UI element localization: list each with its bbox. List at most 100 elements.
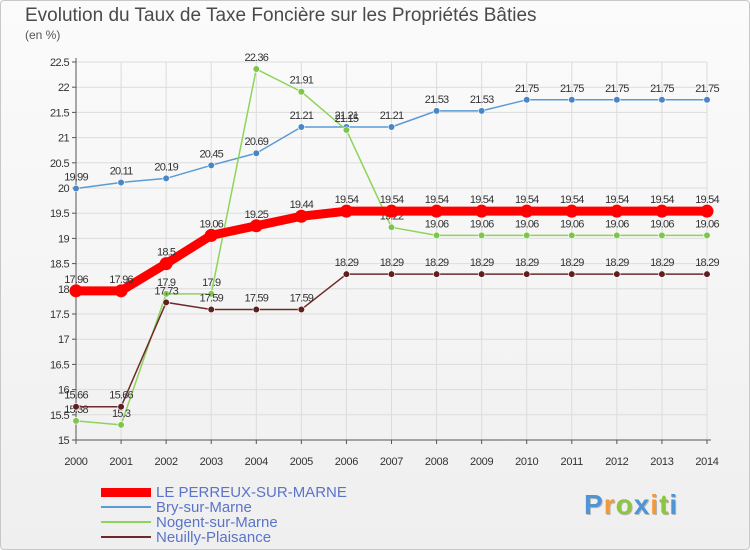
- neuilly-plaisance-data-label: 18.29: [380, 257, 404, 269]
- le-perreux-sur-marne-point: [565, 204, 579, 218]
- bry-sur-marne-point: [568, 96, 576, 104]
- neuilly-plaisance-point: [703, 270, 711, 278]
- neuilly-plaisance-point: [117, 403, 125, 411]
- series-bry-sur-marne: 19.99 20.11 20.19 20.45 20.69 21.21 21.21 21.21…: [64, 83, 720, 193]
- legend-label: LE PERREUX-SUR-MARNE: [156, 484, 347, 501]
- nogent-sur-marne-data-label: 19.06: [425, 218, 449, 230]
- proxiti-logo: Proxiti: [584, 489, 678, 521]
- x-tick-label: 2010: [515, 456, 538, 468]
- logo-letter: o: [615, 489, 634, 520]
- nogent-sur-marne-data-label: 19.06: [515, 218, 539, 230]
- nogent-sur-marne-point: [613, 231, 621, 239]
- nogent-sur-marne-data-label: 17.9: [202, 277, 221, 289]
- neuilly-plaisance-point: [658, 270, 666, 278]
- neuilly-plaisance-point: [162, 298, 170, 307]
- nogent-sur-marne-point: [342, 126, 351, 134]
- bry-sur-marne-point: [252, 149, 260, 157]
- neuilly-plaisance-data-label: 18.29: [515, 257, 539, 269]
- bry-sur-marne-point: [523, 96, 531, 104]
- le-perreux-sur-marne-point: [520, 204, 534, 218]
- neuilly-plaisance-point: [72, 403, 80, 411]
- y-tick-label: 21.5: [50, 107, 69, 119]
- y-tick-label: 16: [58, 385, 70, 397]
- le-perreux-sur-marne-point: [249, 219, 263, 233]
- bry-sur-marne-point: [658, 96, 666, 104]
- neuilly-plaisance-data-label: 17.59: [199, 292, 223, 304]
- le-perreux-sur-marne-data-label: 19.54: [515, 194, 539, 206]
- bry-sur-marne-data-label: 20.11: [110, 165, 133, 177]
- logo-letter: i: [650, 489, 660, 520]
- neuilly-plaisance-point: [568, 270, 576, 278]
- bry-sur-marne-point: [72, 184, 80, 193]
- axes: 15 15.5 16 16.5 17 17.5 18 18.5 19 19.5 20 20.5 21 21…: [50, 57, 719, 468]
- bry-sur-marne-point: [432, 107, 441, 115]
- y-tick-label: 16.5: [50, 359, 69, 371]
- le-perreux-sur-marne-point: [475, 204, 489, 218]
- nogent-sur-marne-point: [568, 231, 576, 239]
- bry-sur-marne-data-label: 21.75: [650, 83, 674, 95]
- nogent-sur-marne-data-label: 19.06: [470, 218, 494, 230]
- neuilly-plaisance-data-label: 18.29: [560, 257, 584, 269]
- le-perreux-sur-marne-point: [700, 204, 714, 218]
- neuilly-plaisance-point: [478, 270, 486, 278]
- bry-sur-marne-point: [478, 107, 486, 115]
- x-tick-label: 2006: [335, 456, 358, 468]
- bry-sur-marne-data-label: 21.75: [605, 83, 629, 95]
- x-tick-label: 2001: [109, 456, 132, 468]
- x-tick-label: 2011: [561, 456, 584, 468]
- logo-letter: t: [659, 489, 670, 520]
- neuilly-plaisance-data-label: 17.73: [154, 285, 178, 297]
- logo-letter: i: [669, 489, 679, 520]
- le-perreux-sur-marne-data-label: 19.54: [470, 194, 494, 206]
- le-perreux-sur-marne-data-label: 19.06: [199, 218, 223, 230]
- le-perreux-sur-marne-point: [114, 284, 128, 298]
- neuilly-plaisance-data-label: 18.29: [425, 257, 449, 269]
- le-perreux-sur-marne-data-label: 17.96: [109, 274, 133, 286]
- bry-sur-marne-data-label: 20.45: [199, 148, 223, 160]
- nogent-sur-marne-data-label: 15.3: [112, 408, 131, 420]
- nogent-sur-marne-point: [387, 223, 396, 231]
- logo-letter: P: [584, 489, 604, 520]
- nogent-sur-marne-data-label: 19.06: [560, 218, 584, 230]
- nogent-sur-marne-point: [703, 231, 711, 239]
- x-tick-label: 2014: [695, 456, 718, 468]
- nogent-sur-marne-point: [297, 88, 305, 96]
- le-perreux-sur-marne-data-label: 19.54: [605, 194, 629, 206]
- le-perreux-sur-marne-data-label: 17.96: [64, 274, 88, 286]
- neuilly-plaisance-data-label: 15.66: [64, 390, 88, 402]
- nogent-sur-marne-point: [162, 290, 170, 298]
- bry-sur-marne-data-label: 20.19: [154, 161, 178, 173]
- legend-swatch: [101, 488, 151, 497]
- nogent-sur-marne-data-label: 19.06: [695, 218, 719, 230]
- logo-letter: r: [603, 489, 616, 520]
- series-le-perreux-sur-marne: 17.96 17.96 18.5 19.06 19.25 19.44 19.54 19.54 1…: [64, 194, 720, 298]
- neuilly-plaisance-data-label: 18.29: [335, 257, 359, 269]
- y-tick-label: 22: [58, 82, 70, 94]
- bry-sur-marne-data-label: 20.69: [245, 136, 269, 148]
- le-perreux-sur-marne-data-label: 19.44: [290, 199, 314, 211]
- nogent-sur-marne-data-label: 22.36: [245, 52, 269, 64]
- bry-sur-marne-data-label: 21.53: [425, 94, 449, 106]
- y-tick-label: 17.5: [50, 309, 69, 321]
- neuilly-plaisance-point: [297, 305, 305, 314]
- bry-sur-marne-point: [387, 123, 396, 131]
- x-tick-label: 2012: [605, 456, 628, 468]
- y-tick-label: 22.5: [50, 57, 69, 69]
- le-perreux-sur-marne-data-label: 19.54: [335, 194, 359, 206]
- bry-sur-marne-data-label: 21.53: [470, 94, 494, 106]
- y-tick-label: 19: [58, 233, 70, 245]
- legend-swatch: [101, 521, 151, 523]
- neuilly-plaisance-point: [387, 270, 396, 278]
- x-tick-label: 2002: [155, 456, 178, 468]
- series-layer: 19.99 20.11 20.19 20.45 20.69 21.21 21.21 21.21…: [64, 52, 720, 429]
- y-tick-label: 19.5: [50, 208, 69, 220]
- bry-sur-marne-data-label: 21.21: [380, 110, 404, 122]
- le-perreux-sur-marne-data-label: 19.54: [695, 194, 719, 206]
- le-perreux-sur-marne-data-label: 18.5: [157, 247, 176, 259]
- x-tick-label: 2007: [380, 456, 403, 468]
- y-tick-label: 17: [58, 334, 70, 346]
- neuilly-plaisance-data-label: 17.59: [245, 292, 269, 304]
- le-perreux-sur-marne-data-label: 19.54: [380, 194, 404, 206]
